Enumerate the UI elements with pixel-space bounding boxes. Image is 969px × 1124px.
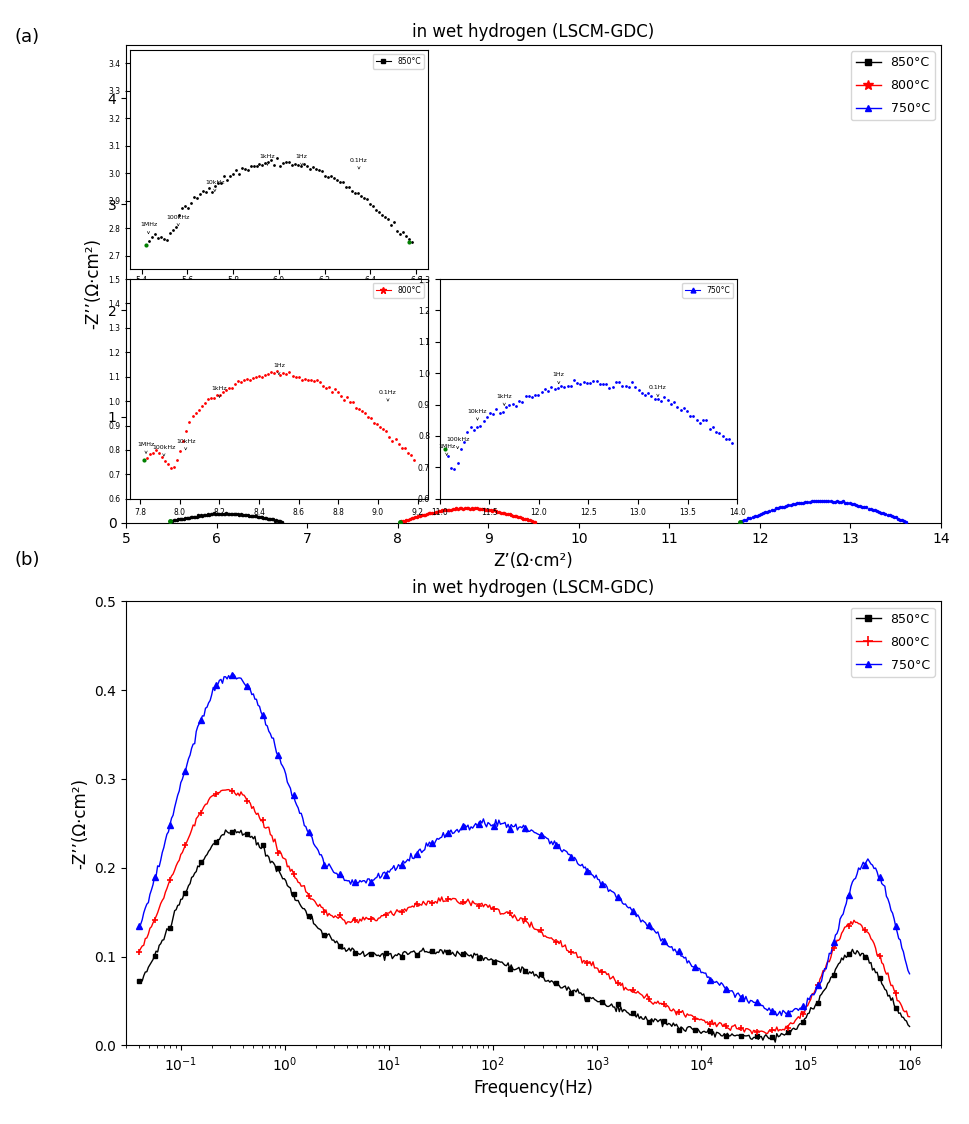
Text: (a): (a)	[15, 28, 40, 46]
Y-axis label: -Z’’(Ω·cm²): -Z’’(Ω·cm²)	[71, 778, 89, 869]
Text: (b): (b)	[15, 551, 40, 569]
Legend: 850°C, 800°C, 750°C: 850°C, 800°C, 750°C	[850, 608, 934, 677]
X-axis label: Z’(Ω·cm²): Z’(Ω·cm²)	[493, 552, 573, 570]
Legend: 850°C, 800°C, 750°C: 850°C, 800°C, 750°C	[850, 52, 934, 120]
Y-axis label: -Z’’(Ω·cm²): -Z’’(Ω·cm²)	[84, 238, 102, 329]
Title: in wet hydrogen (LSCM-GDC): in wet hydrogen (LSCM-GDC)	[412, 579, 654, 597]
X-axis label: Frequency(Hz): Frequency(Hz)	[473, 1079, 593, 1097]
Title: in wet hydrogen (LSCM-GDC): in wet hydrogen (LSCM-GDC)	[412, 22, 654, 40]
